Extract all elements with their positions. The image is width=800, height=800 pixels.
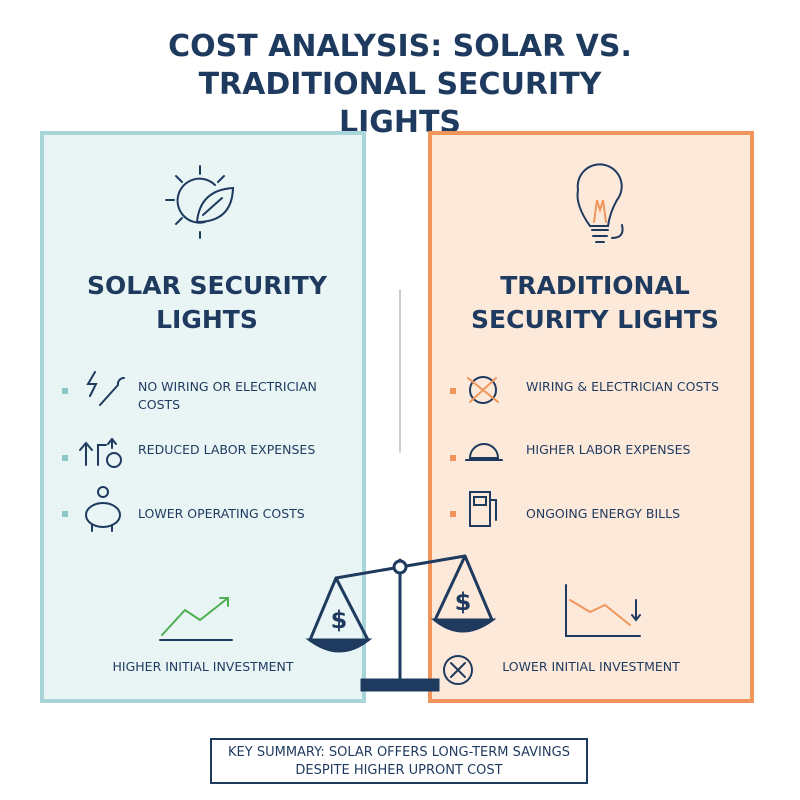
- bullet: [62, 388, 68, 394]
- item-text: WIRING & ELECTRICIAN COSTS: [526, 379, 720, 394]
- panel-footer: LOWER INITIAL INVESTMENT: [502, 659, 680, 674]
- falling-trend-icon: [565, 584, 641, 637]
- item-text: REDUCED LABOR EXPENSES: [138, 442, 316, 457]
- item-text: ONGOING ENERGY BILLS: [526, 506, 681, 521]
- item-text: HIGHER LABOR EXPENSES: [526, 442, 691, 457]
- bullet: [62, 511, 68, 517]
- wiring-icon: [467, 376, 499, 404]
- panel-footer: HIGHER INITIAL INVESTMENT: [112, 659, 294, 674]
- svg-text:$: $: [455, 588, 472, 616]
- bullet: [450, 511, 456, 517]
- title: COST ANALYSIS: SOLAR VS. TRADITIONAL SEC…: [168, 29, 632, 140]
- bullet: [450, 388, 456, 394]
- scale-icon: $ $: [305, 554, 497, 692]
- item-text: NO WIRING OR ELECTRICIAN COSTS: [138, 379, 317, 412]
- tools-icon: [86, 371, 125, 406]
- item-text: LOWER OPERATING COSTS: [138, 506, 305, 521]
- sun-icon: [165, 165, 235, 239]
- fuel-icon: [469, 491, 497, 527]
- labor-icon: [79, 437, 122, 468]
- bulb-icon: [576, 163, 624, 243]
- panel-heading: SOLAR SECURITY LIGHTS: [87, 271, 327, 334]
- bullet: [450, 455, 456, 461]
- piggy-icon: [85, 486, 121, 532]
- bullet: [62, 455, 68, 461]
- solar-panel: SOLAR SECURITY LIGHTS NO WIRING OR ELECT…: [40, 131, 366, 703]
- summary: KEY SUMMARY: SOLAR OFFERS LONG-TERM SAVI…: [210, 738, 588, 784]
- panel-heading: TRADITIONAL SECURITY LIGHTS: [471, 271, 719, 334]
- traditional-panel: TRADITIONAL SECURITY LIGHTS WIRING & ELE…: [428, 131, 754, 703]
- rising-trend-icon: [159, 597, 233, 641]
- svg-text:$: $: [331, 606, 348, 634]
- hardhat-icon: [465, 443, 503, 461]
